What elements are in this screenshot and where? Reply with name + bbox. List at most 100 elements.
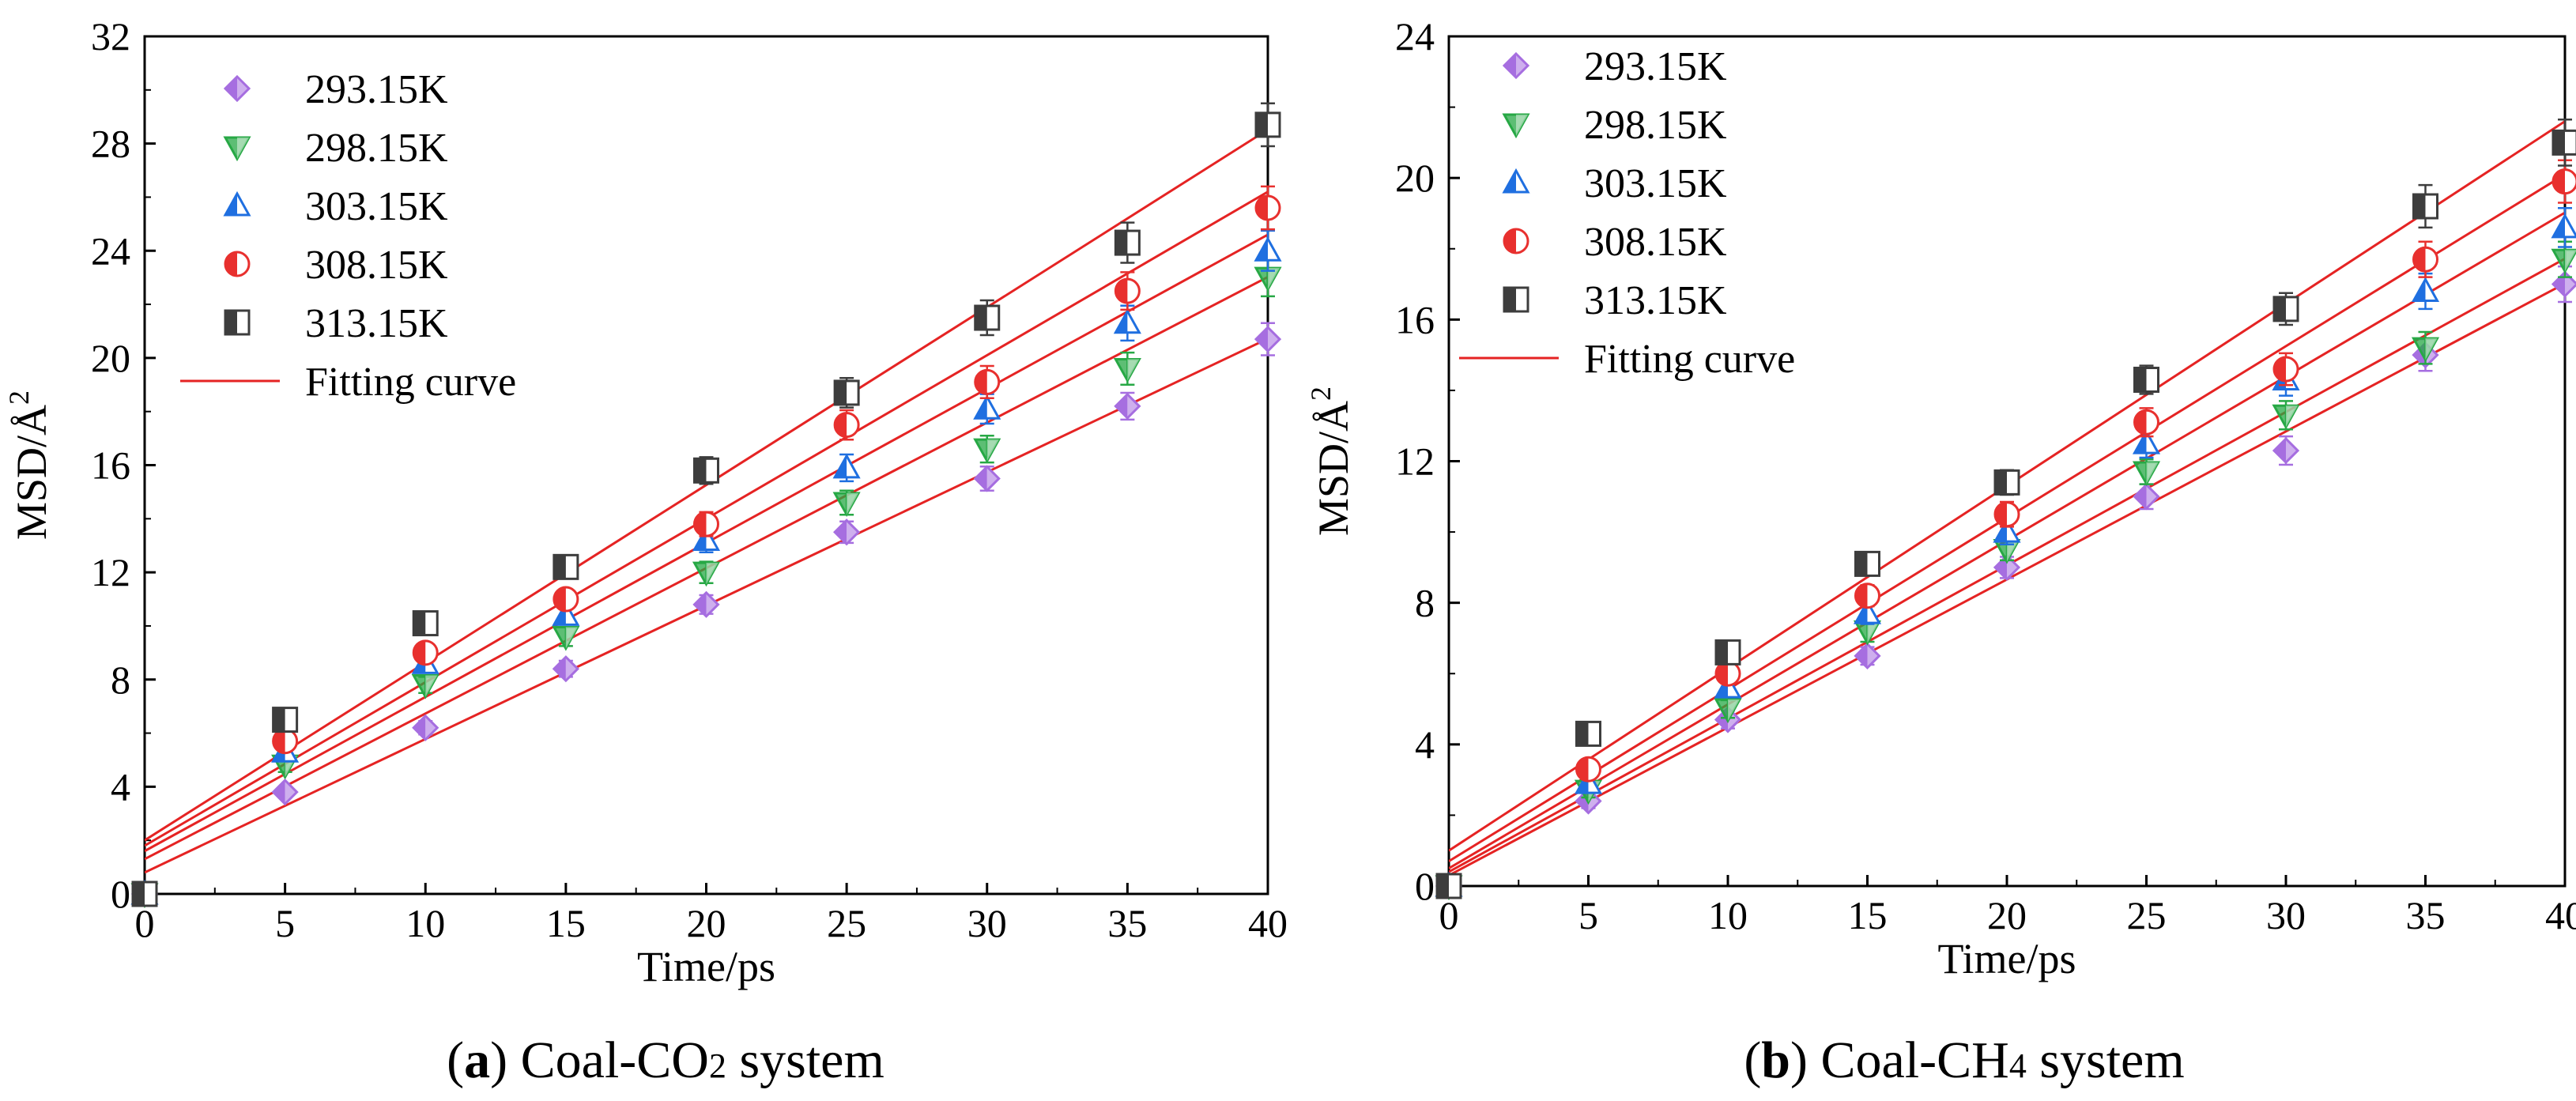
legend-label-313.15K: 313.15K [1584, 278, 1727, 323]
data-point-293.15K [271, 779, 299, 806]
data-point-313.15K [2272, 296, 2299, 322]
triangle-down-marker-shade [425, 675, 438, 697]
square-marker-fill [1716, 640, 1728, 665]
diamond-marker-fill [1256, 327, 1268, 352]
triangle-down-marker [1113, 357, 1141, 383]
y-tick-label: 16 [91, 443, 130, 488]
data-point-313.15K [412, 610, 439, 637]
data-point-308.15K [2551, 168, 2576, 195]
diamond-marker-shade [2565, 272, 2576, 296]
legend-label-313.15K: 313.15K [305, 301, 448, 346]
x-tick-label: 40 [2545, 893, 2576, 937]
triangle-down-marker-shade [2565, 250, 2576, 272]
circle-marker-fill [694, 512, 707, 537]
legend-label-308.15K: 308.15K [1584, 220, 1727, 265]
triangle-down-marker-shade [237, 138, 249, 159]
caption-close-paren: ) [490, 1031, 520, 1089]
data-point-313.15K [1854, 550, 1880, 577]
data-point-298.15K [692, 561, 721, 587]
triangle-down-marker [973, 438, 1001, 464]
y-tick-label: 16 [1395, 297, 1435, 341]
data-point-303.15K [552, 601, 580, 626]
caption-suffix: system [726, 1031, 884, 1089]
x-tick-label: 0 [135, 901, 155, 945]
caption-subscript: 2 [709, 1046, 726, 1085]
triangle-down-marker [2411, 337, 2440, 363]
diamond-marker-fill [413, 715, 426, 740]
square-marker-fill [975, 306, 987, 330]
square-marker-fill [835, 380, 847, 405]
data-point-308.15K [553, 586, 579, 613]
triangle-down-marker-shade [2286, 405, 2298, 428]
x-tick-label: 20 [687, 901, 726, 945]
legend-label-293.15K: 293.15K [305, 67, 448, 112]
triangle-down-marker-shade [565, 627, 578, 649]
diamond-marker-shade [1867, 643, 1880, 668]
y-tick-label: 0 [1415, 864, 1435, 908]
legend: 293.15K 298.15K 303.15K 308.15K 313.15K Fitti… [180, 67, 516, 405]
triangle-up-marker-fill [1256, 239, 1268, 261]
triangle-down-marker-shade [1127, 359, 1140, 381]
y-axis-title-superscript: 2 [3, 390, 35, 405]
diamond-marker-shade [1268, 327, 1280, 352]
triangle-up-marker-fill [2413, 279, 2426, 301]
caption-text: Coal-CO [521, 1031, 709, 1089]
legend-label-303.15K: 303.15K [305, 184, 448, 229]
triangle-up-marker-fill [1504, 171, 1516, 192]
legend: 293.15K 298.15K 303.15K 308.15K 313.15K Fitti… [1459, 44, 1795, 382]
data-point-313.15K [974, 304, 1001, 331]
data-point-308.15K [1854, 583, 1880, 609]
data-point-293.15K [833, 518, 861, 546]
data-point-legend-313.15K [224, 309, 251, 336]
square-marker-fill [1855, 552, 1868, 576]
diamond-marker-fill [553, 657, 566, 681]
data-point-293.15K [2272, 436, 2300, 465]
data-point-308.15K [2412, 246, 2438, 273]
caption-letter: b [1761, 1031, 1790, 1089]
square-marker-fill [1576, 722, 1589, 746]
caption: (b) Coal-CH4 system [1744, 1031, 2184, 1089]
diamond-marker-shade [706, 592, 718, 616]
triangle-down-marker-shade [1516, 115, 1528, 136]
data-point-legend-298.15K [223, 136, 251, 162]
y-tick-label: 20 [91, 336, 130, 380]
data-point-298.15K [2551, 248, 2576, 274]
triangle-down-marker-shade [2007, 540, 2019, 562]
data-point-308.15K [974, 368, 1001, 395]
caption-subscript: 4 [2009, 1046, 2027, 1085]
data-point-303.15K [1254, 236, 1282, 262]
circle-marker-fill [413, 640, 426, 665]
triangle-down-marker-shade [1268, 268, 1280, 290]
diamond-marker-shade [2146, 485, 2159, 509]
data-point-303.15K [2551, 213, 2576, 239]
data-point-293.15K [973, 465, 1001, 492]
x-tick-label: 5 [275, 901, 295, 945]
data-point-298.15K [552, 626, 580, 651]
legend-label-308.15K: 308.15K [305, 243, 448, 288]
caption-text: Coal-CH [1821, 1031, 2009, 1089]
square-marker-fill [1115, 231, 1128, 255]
data-point-303.15K [692, 526, 721, 551]
data-point-298.15K [1714, 698, 1742, 724]
triangle-down-marker [692, 561, 721, 587]
x-tick-label: 25 [2127, 893, 2167, 937]
diamond-marker-shade [1127, 394, 1140, 418]
diamond-marker-fill [2274, 439, 2286, 463]
data-point-legend-308.15K [1503, 228, 1529, 255]
data-point-313.15K [1575, 720, 1601, 747]
data-point-313.15K [1714, 639, 1741, 666]
circle-marker-fill [975, 370, 987, 394]
y-tick-label: 12 [1395, 439, 1435, 484]
diamond-marker-fill [694, 592, 707, 616]
circle-marker-fill [2274, 357, 2286, 382]
diamond-marker-shade [2007, 555, 2019, 579]
x-tick-label: 15 [546, 901, 586, 945]
x-tick-label: 5 [1578, 893, 1598, 937]
caption: (a) Coal-CO2 system [447, 1031, 884, 1089]
chart-b-coal-ch4: 0 5 10 15 20 25 30 35 4004812162024Time/psMSD/Å2… [1305, 14, 2576, 1089]
x-tick-label: 30 [2266, 893, 2306, 937]
data-point-293.15K [2133, 483, 2160, 511]
square-marker-fill [2134, 368, 2147, 392]
y-axis-title-main: MSD/Å [8, 405, 55, 540]
triangle-down-marker [1714, 698, 1742, 724]
